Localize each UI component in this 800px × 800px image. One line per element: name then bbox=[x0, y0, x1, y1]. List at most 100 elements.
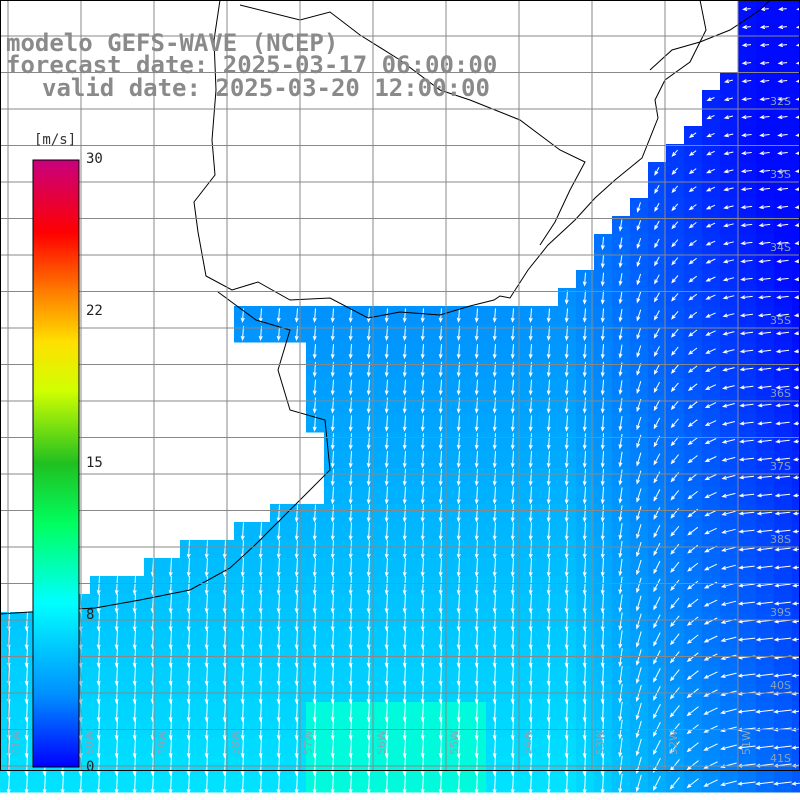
wind-arrow bbox=[618, 558, 623, 577]
wind-arrow bbox=[670, 346, 679, 356]
wind-arrow bbox=[492, 629, 497, 650]
wind-arrow bbox=[755, 637, 774, 642]
wind-arrow bbox=[703, 743, 718, 751]
wind-arrow bbox=[738, 475, 755, 480]
wind-arrow bbox=[687, 383, 698, 391]
longitude-label: 51W bbox=[740, 730, 753, 755]
wind-arrow bbox=[720, 780, 737, 787]
wind-arrow bbox=[258, 754, 263, 777]
wind-arrow bbox=[582, 308, 587, 323]
wind-arrow bbox=[366, 700, 371, 723]
wind-arrow bbox=[791, 619, 800, 624]
wind-arrow bbox=[777, 97, 788, 102]
wind-arrow bbox=[348, 558, 353, 578]
wind-arrow bbox=[794, 259, 800, 264]
wind-arrow bbox=[510, 415, 515, 432]
wind-arrow bbox=[330, 504, 335, 523]
wind-arrow bbox=[330, 397, 335, 414]
wind-arrow bbox=[635, 613, 642, 630]
wind-arrow bbox=[366, 379, 371, 396]
wind-arrow bbox=[456, 736, 461, 759]
wind-arrow bbox=[258, 665, 263, 686]
wind-arrow bbox=[402, 468, 407, 487]
wind-arrow bbox=[438, 468, 443, 487]
wind-arrow bbox=[276, 558, 281, 578]
wind-arrow bbox=[600, 611, 605, 632]
wind-arrow bbox=[635, 577, 642, 594]
wind-arrow bbox=[737, 781, 756, 786]
wind-arrow bbox=[348, 736, 353, 759]
wind-arrow bbox=[510, 700, 515, 723]
wind-arrow bbox=[670, 525, 680, 537]
wind-arrow bbox=[294, 558, 299, 578]
wind-arrow bbox=[510, 397, 515, 414]
wind-arrow bbox=[636, 470, 642, 485]
wind-arrow bbox=[653, 453, 661, 466]
wind-arrow bbox=[366, 433, 371, 450]
wind-arrow bbox=[96, 736, 101, 759]
wind-arrow bbox=[420, 576, 425, 596]
wind-arrow bbox=[706, 150, 715, 156]
wind-arrow bbox=[330, 415, 335, 432]
wind-arrow bbox=[653, 542, 661, 557]
wind-arrow bbox=[384, 611, 389, 632]
wind-arrow bbox=[402, 344, 407, 360]
wind-arrow bbox=[114, 593, 119, 614]
wind-arrow bbox=[564, 290, 569, 305]
wind-arrow bbox=[670, 561, 680, 573]
wind-arrow bbox=[791, 745, 800, 750]
wind-arrow bbox=[330, 522, 335, 541]
wind-arrow bbox=[168, 611, 173, 632]
wind-arrow bbox=[686, 616, 699, 626]
wind-arrow bbox=[456, 558, 461, 578]
wind-arrow bbox=[792, 457, 800, 462]
wind-arrow bbox=[546, 522, 551, 541]
wind-arrow bbox=[258, 736, 263, 759]
wind-arrow bbox=[600, 576, 605, 596]
wind-arrow bbox=[688, 132, 697, 138]
wind-arrow bbox=[671, 203, 679, 212]
wind-arrow bbox=[492, 397, 497, 414]
wind-arrow bbox=[546, 558, 551, 578]
wind-arrow bbox=[687, 491, 698, 500]
wind-arrow bbox=[240, 522, 245, 541]
wind-arrow bbox=[366, 522, 371, 541]
wind-arrow bbox=[456, 433, 461, 450]
wind-arrow bbox=[600, 700, 605, 723]
wind-arrow bbox=[794, 187, 800, 192]
wind-arrow bbox=[791, 601, 800, 606]
wind-arrow bbox=[510, 540, 515, 559]
wind-arrow bbox=[757, 349, 772, 354]
wind-arrow bbox=[186, 754, 191, 777]
wind-arrow bbox=[600, 254, 605, 269]
wind-arrow bbox=[438, 558, 443, 578]
wind-arrow bbox=[456, 754, 461, 777]
wind-arrow bbox=[312, 397, 317, 414]
wind-arrow bbox=[528, 576, 533, 596]
wind-arrow bbox=[150, 772, 155, 795]
longitude-label: 52W bbox=[667, 730, 680, 755]
wind-arrow bbox=[240, 700, 245, 723]
wind-arrow bbox=[636, 559, 642, 576]
wind-arrow bbox=[24, 629, 29, 650]
wind-arrow bbox=[510, 665, 515, 686]
wind-arrow bbox=[402, 415, 407, 432]
wind-arrow bbox=[636, 327, 642, 340]
wind-arrow bbox=[564, 415, 569, 432]
wind-arrow bbox=[402, 397, 407, 414]
wind-arrow bbox=[402, 558, 407, 578]
wind-arrow bbox=[474, 433, 479, 450]
wind-arrow bbox=[775, 331, 790, 336]
wind-arrow bbox=[312, 576, 317, 596]
wind-arrow bbox=[654, 238, 660, 249]
wind-arrow bbox=[737, 637, 756, 642]
wind-arrow bbox=[438, 611, 443, 632]
wind-arrow bbox=[705, 186, 716, 192]
wind-arrow bbox=[168, 665, 173, 686]
wind-arrow bbox=[348, 522, 353, 541]
wind-arrow bbox=[474, 397, 479, 414]
wind-arrow bbox=[510, 576, 515, 596]
wind-arrow bbox=[438, 700, 443, 723]
longitude-label: 55W bbox=[448, 730, 461, 755]
wind-arrow bbox=[492, 558, 497, 578]
